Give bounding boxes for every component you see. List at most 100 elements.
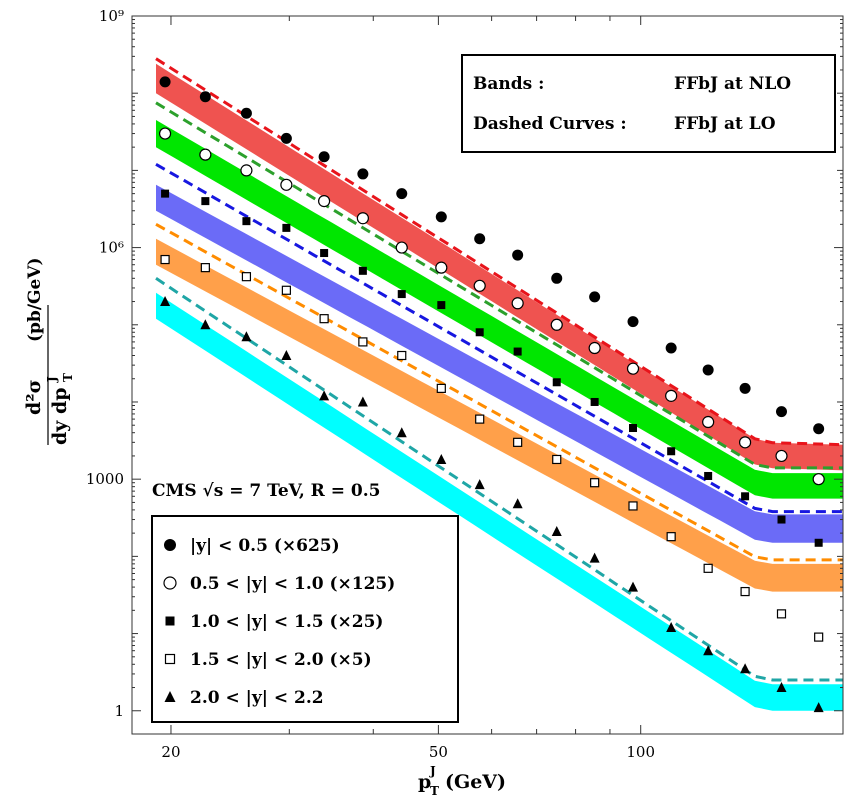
- lo-dashed-curves: [155, 57, 844, 682]
- point-series-2: [552, 378, 561, 387]
- svg-text:FFbJ at NLO: FFbJ at NLO: [674, 74, 791, 94]
- point-series-4: [628, 581, 639, 592]
- point-series-0: [665, 342, 677, 354]
- x-tick-label: 100: [626, 743, 655, 761]
- point-series-0: [199, 91, 211, 103]
- point-series-4: [776, 682, 787, 693]
- legend-marker: [163, 576, 177, 590]
- experiment-annotation: CMS √s = 7 TeV, R = 0.5: [152, 481, 380, 501]
- point-series-4: [357, 396, 368, 407]
- point-series-2: [397, 290, 406, 299]
- y-tick-label: 1000: [86, 470, 124, 488]
- point-series-3: [397, 350, 407, 361]
- point-series-2: [161, 189, 170, 198]
- y-tick-label: 10⁶: [99, 239, 124, 257]
- legend-marker: [164, 691, 176, 702]
- point-series-3: [666, 532, 676, 542]
- point-series-2: [320, 249, 329, 258]
- dashed-series-0: [155, 57, 844, 447]
- point-series-4: [319, 390, 330, 401]
- point-series-1: [318, 195, 331, 208]
- legend-label: 2.0 < |y| < 2.2: [190, 688, 324, 708]
- x-tick-label: 20: [161, 743, 180, 761]
- point-series-1: [280, 178, 293, 191]
- point-series-2: [777, 515, 786, 524]
- dashed-series-4: [155, 277, 843, 682]
- point-series-1: [738, 436, 752, 449]
- point-series-4: [200, 319, 211, 330]
- point-series-3: [160, 254, 170, 265]
- point-series-4: [551, 525, 562, 536]
- point-series-1: [511, 297, 524, 310]
- svg-text:d²σ: d²σ: [23, 379, 45, 415]
- svg-text:p: p: [418, 771, 431, 793]
- point-series-2: [741, 492, 750, 501]
- point-series-0: [702, 364, 714, 376]
- legend-marker: [164, 539, 176, 551]
- legend-box: Bands : FFbJ at NLO Dashed Curves : FFbJ…: [461, 54, 836, 153]
- point-series-4: [281, 350, 292, 361]
- point-series-3: [740, 586, 750, 597]
- point-series-1: [626, 362, 640, 375]
- point-series-4: [512, 498, 523, 509]
- svg-text:Dashed Curves :: Dashed Curves :: [473, 114, 627, 134]
- point-series-0: [318, 151, 330, 163]
- point-series-0: [551, 272, 563, 284]
- x-axis: 20 50 100: [161, 16, 844, 761]
- point-series-4: [813, 702, 824, 713]
- point-series-3: [628, 501, 638, 511]
- point-series-3: [281, 285, 291, 295]
- point-series-2: [242, 217, 251, 226]
- point-series-2: [590, 397, 599, 406]
- y-axis: 1 1000 10⁶ 10⁹: [86, 7, 843, 720]
- point-series-2: [513, 347, 522, 356]
- point-series-3: [703, 563, 713, 573]
- point-series-3: [776, 609, 787, 619]
- point-series-3: [358, 337, 368, 347]
- point-series-3: [475, 414, 485, 424]
- point-series-0: [357, 168, 369, 180]
- y-tick-label: 1: [114, 702, 124, 720]
- point-series-2: [437, 301, 446, 310]
- point-series-4: [740, 663, 751, 674]
- point-series-4: [436, 453, 447, 464]
- point-series-0: [589, 291, 601, 303]
- point-series-1: [395, 241, 408, 254]
- legend-marker: [165, 616, 175, 626]
- data-points: [158, 76, 825, 713]
- svg-text:Bands :: Bands :: [473, 74, 544, 94]
- point-series-3: [590, 478, 600, 488]
- point-series-2: [358, 266, 367, 275]
- legend-label: |y| < 0.5 (×625): [190, 536, 340, 556]
- svg-text:FFbJ at LO: FFbJ at LO: [674, 114, 776, 134]
- point-series-4: [160, 296, 171, 307]
- point-series-4: [474, 479, 485, 490]
- svg-text:(GeV): (GeV): [445, 771, 506, 793]
- point-series-3: [436, 383, 446, 393]
- point-series-3: [814, 632, 824, 642]
- point-series-0: [813, 423, 825, 435]
- point-series-0: [280, 132, 292, 144]
- dashed-series-3: [155, 222, 843, 562]
- point-series-0: [775, 406, 787, 418]
- point-series-0: [627, 316, 639, 328]
- series-legend: |y| < 0.5 (×625) 0.5 < |y| < 1.0 (×125) 1.…: [151, 515, 459, 723]
- x-axis-title: p T J (GeV): [418, 764, 506, 798]
- point-series-2: [629, 424, 638, 433]
- point-series-1: [812, 473, 825, 486]
- point-series-1: [158, 127, 172, 140]
- point-series-2: [282, 223, 291, 232]
- point-series-1: [199, 148, 212, 161]
- point-series-1: [473, 279, 486, 292]
- point-series-1: [665, 389, 678, 402]
- point-series-4: [396, 427, 407, 438]
- point-series-4: [241, 331, 252, 342]
- point-series-0: [435, 211, 447, 223]
- point-series-0: [159, 76, 171, 88]
- legend-label: 1.5 < |y| < 2.0 (×5): [190, 650, 372, 670]
- dashed-series-1: [155, 101, 843, 470]
- svg-text:(pb/GeV): (pb/GeV): [25, 257, 45, 342]
- point-series-2: [201, 197, 210, 206]
- point-series-1: [550, 318, 563, 331]
- point-series-4: [666, 621, 677, 632]
